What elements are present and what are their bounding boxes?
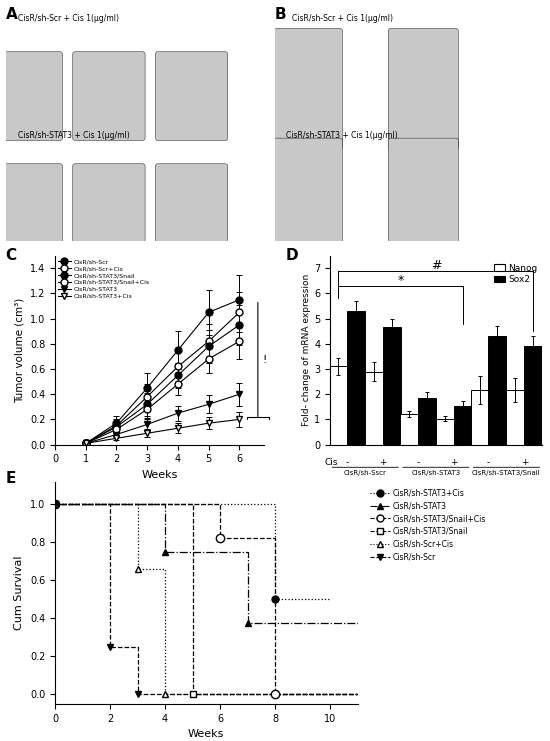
Bar <box>488 336 507 445</box>
Bar <box>383 328 401 445</box>
Text: CisR/sh-Scr + Cis 1(μg/ml): CisR/sh-Scr + Cis 1(μg/ml) <box>19 14 119 24</box>
Bar <box>470 390 488 445</box>
Text: CisR/sh-STAT3 + Cis 1(μg/ml): CisR/sh-STAT3 + Cis 1(μg/ml) <box>19 131 130 140</box>
Text: CisR/sh-STAT3 + Cis 1(μg/ml): CisR/sh-STAT3 + Cis 1(μg/ml) <box>287 131 398 140</box>
Bar <box>418 398 436 445</box>
X-axis label: Weeks: Weeks <box>188 729 224 740</box>
FancyBboxPatch shape <box>73 164 145 253</box>
Text: A: A <box>6 7 17 22</box>
Text: #: # <box>431 259 441 272</box>
FancyBboxPatch shape <box>73 52 145 141</box>
X-axis label: Weeks: Weeks <box>141 470 178 480</box>
Bar <box>400 414 418 445</box>
FancyBboxPatch shape <box>388 138 458 259</box>
Text: -: - <box>346 459 349 468</box>
Bar <box>365 371 383 445</box>
Bar <box>348 311 365 445</box>
Text: +: + <box>450 459 458 468</box>
Text: !: ! <box>262 355 267 365</box>
Text: CisR/sh-Sscr: CisR/sh-Sscr <box>344 470 387 476</box>
Text: CisR/sh-STAT3: CisR/sh-STAT3 <box>411 470 460 476</box>
Bar <box>454 405 472 445</box>
Bar <box>436 419 454 445</box>
Y-axis label: Fold- change of mRNA expression: Fold- change of mRNA expression <box>302 274 311 426</box>
Y-axis label: Tumor volume (cm³): Tumor volume (cm³) <box>14 297 24 403</box>
Legend: CisR/sh-STAT3+Cis, CisR/sh-STAT3, CisR/sh-STAT3/Snail+Cis, CisR/sh-STAT3/Snail, : CisR/sh-STAT3+Cis, CisR/sh-STAT3, CisR/s… <box>367 485 489 565</box>
Text: CisR/sh-Scr + Cis 1(μg/ml): CisR/sh-Scr + Cis 1(μg/ml) <box>292 14 393 24</box>
FancyBboxPatch shape <box>156 164 228 253</box>
Text: +: + <box>521 459 528 468</box>
Text: CisR/sh-STAT3/Snail: CisR/sh-STAT3/Snail <box>472 470 541 476</box>
Text: D: D <box>286 248 299 263</box>
Text: Cis: Cis <box>325 459 338 468</box>
Legend: CisR/sh-Scr, CisR/sh-Scr+Cis, CisR/sh-STAT3/Snail, CisR/sh-STAT3/Snail+Cis, CisR: CisR/sh-Scr, CisR/sh-Scr+Cis, CisR/sh-ST… <box>58 259 149 299</box>
FancyBboxPatch shape <box>156 52 228 141</box>
FancyBboxPatch shape <box>388 28 458 150</box>
Bar <box>329 367 348 445</box>
Bar <box>524 346 542 445</box>
Text: -: - <box>416 459 420 468</box>
FancyBboxPatch shape <box>0 164 62 253</box>
FancyBboxPatch shape <box>272 138 342 259</box>
Text: *: * <box>398 274 404 287</box>
Text: -: - <box>487 459 490 468</box>
Text: E: E <box>6 471 16 485</box>
FancyBboxPatch shape <box>0 52 62 141</box>
Text: C: C <box>6 248 16 263</box>
Text: +: + <box>379 459 387 468</box>
Bar <box>507 390 525 445</box>
Y-axis label: Cum Survival: Cum Survival <box>14 556 24 630</box>
Text: B: B <box>275 7 287 22</box>
FancyBboxPatch shape <box>272 28 342 150</box>
Legend: Nanog, Sox2: Nanog, Sox2 <box>491 260 541 288</box>
